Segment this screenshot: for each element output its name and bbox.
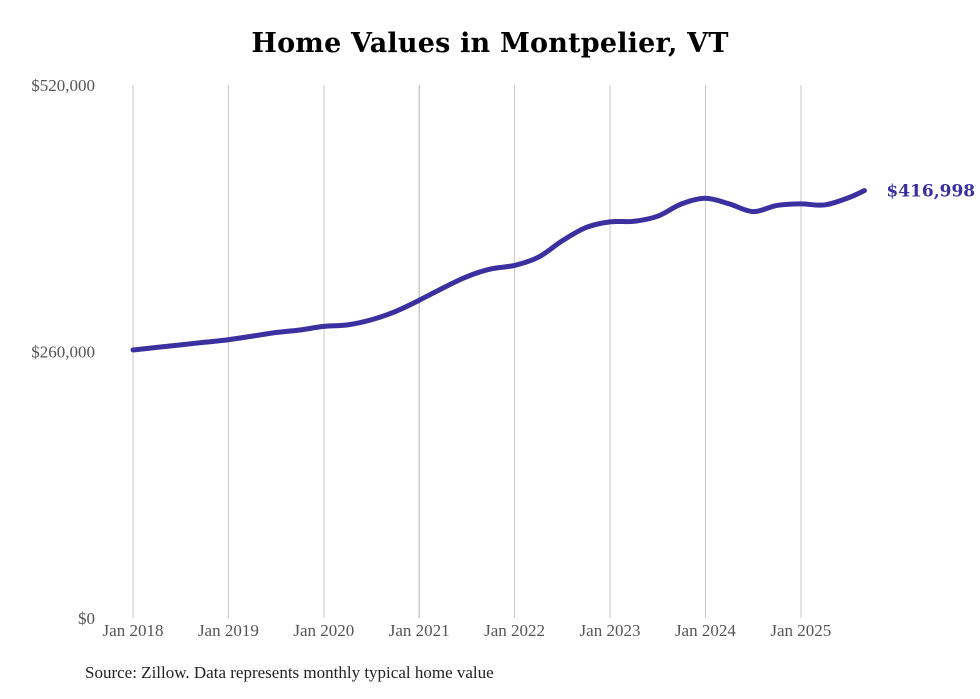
x-axis-tick-label: Jan 2020 bbox=[293, 621, 354, 640]
x-axis-tick-label: Jan 2022 bbox=[484, 621, 545, 640]
x-axis-tick-label: Jan 2025 bbox=[770, 621, 831, 640]
y-axis-tick-label: $0 bbox=[78, 609, 95, 628]
x-axis-tick-label: Jan 2019 bbox=[198, 621, 259, 640]
y-axis-tick-label: $260,000 bbox=[31, 343, 95, 362]
y-axis-labels-group: $0 $260,000 $520,000 bbox=[31, 76, 95, 628]
chart-title: Home Values in Montpelier, VT bbox=[251, 28, 729, 59]
x-axis-tick-label: Jan 2021 bbox=[389, 621, 450, 640]
x-axis-labels-group: Jan 2018 Jan 2019 Jan 2020 Jan 2021 Jan 2022… bbox=[103, 621, 832, 640]
source-note: Source: Zillow. Data represents monthly … bbox=[85, 663, 494, 682]
x-axis-tick-label: Jan 2024 bbox=[675, 621, 736, 640]
gridlines-group bbox=[132, 85, 802, 618]
home-value-line-series bbox=[130, 188, 867, 353]
x-axis-tick-label: Jan 2023 bbox=[580, 621, 641, 640]
end-value-label: $416,998 bbox=[886, 182, 975, 202]
x-axis-tick-label: Jan 2018 bbox=[103, 621, 164, 640]
y-axis-tick-label: $520,000 bbox=[31, 76, 95, 95]
